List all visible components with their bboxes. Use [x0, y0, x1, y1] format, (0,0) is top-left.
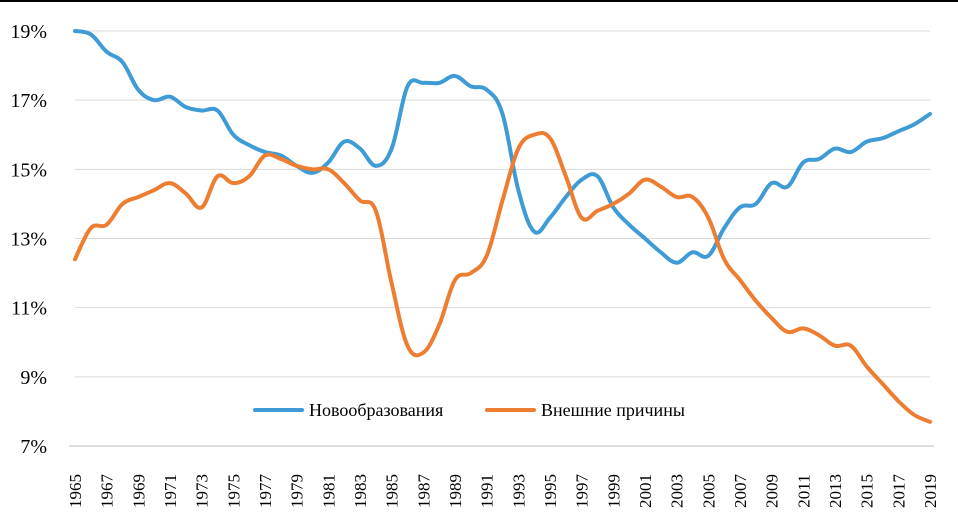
x-tick-label: 2003 — [668, 474, 687, 508]
x-tick-label: 1997 — [573, 474, 592, 509]
gridlines — [75, 30, 930, 447]
x-tick-label: 1971 — [161, 474, 180, 508]
x-tick-label: 2005 — [699, 474, 718, 508]
x-tick-label: 1991 — [478, 474, 497, 508]
x-tick-label: 1981 — [319, 474, 338, 508]
x-tick-label: 2009 — [763, 474, 782, 508]
x-tick-label: 1993 — [509, 474, 528, 508]
x-tick-label: 2019 — [921, 474, 940, 508]
y-tick-label: 17% — [10, 90, 47, 112]
x-tick-label: 2013 — [826, 474, 845, 508]
x-tick-label: 1999 — [604, 474, 623, 508]
series-line-novoobrazovaniya — [73, 29, 932, 265]
x-tick-label: 1975 — [224, 474, 243, 508]
x-tick-label: 1983 — [351, 474, 370, 508]
x-tick-label: 1973 — [193, 474, 212, 508]
x-tick-label: 2015 — [858, 474, 877, 508]
x-tick-label: 1995 — [541, 474, 560, 508]
series-line-vneshnie-prichiny — [73, 130, 932, 424]
legend-label-novoobrazovaniya: Новообразования — [309, 400, 443, 420]
x-tick-label: 1965 — [66, 474, 85, 508]
y-tick-label: 19% — [10, 21, 47, 43]
chart-frame-top-border — [0, 0, 958, 2]
legend: Новообразования Внешние причины — [253, 400, 685, 420]
x-tick-label: 1989 — [446, 474, 465, 508]
x-tick-label: 2007 — [731, 474, 750, 509]
x-tick-label: 1985 — [383, 474, 402, 508]
x-tick-label: 1967 — [98, 474, 117, 509]
y-tick-label: 9% — [20, 367, 47, 389]
x-tick-label: 2011 — [794, 474, 813, 507]
y-tick-label: 7% — [20, 436, 47, 458]
y-tick-label: 13% — [10, 229, 47, 251]
x-tick-label: 1979 — [288, 474, 307, 508]
x-tick-label: 1969 — [129, 474, 148, 508]
x-tick-label: 1977 — [256, 474, 275, 509]
x-tick-label: 2017 — [889, 474, 908, 509]
x-tick-label: 2001 — [636, 474, 655, 508]
x-tick-label: 1987 — [414, 474, 433, 509]
y-tick-labels: 19% 17% 15% 13% 11% 9% 7% — [10, 21, 47, 458]
series-lines — [73, 29, 932, 424]
y-tick-label: 15% — [10, 159, 47, 181]
legend-label-vneshnie-prichiny: Внешние причины — [541, 400, 685, 420]
y-tick-label: 11% — [11, 298, 47, 320]
x-tick-labels: 1965 1967 1969 1971 1973 1975 1977 1979 1981 1983… — [66, 474, 940, 509]
